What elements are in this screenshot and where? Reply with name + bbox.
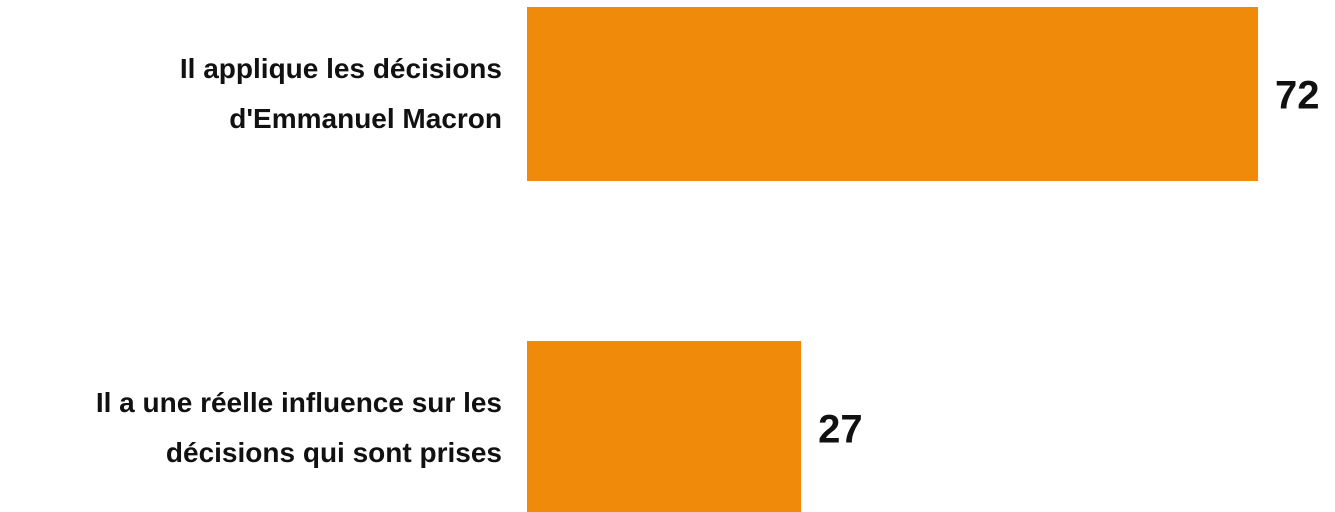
category-label: Il a une réelle influence sur les décisi… <box>95 387 502 468</box>
bar <box>527 7 1258 181</box>
bar <box>527 341 802 512</box>
value-label: 72 <box>1275 74 1320 118</box>
value-label: 27 <box>818 408 863 452</box>
category-label: Il applique les décisions d'Emmanuel Mac… <box>179 53 502 134</box>
